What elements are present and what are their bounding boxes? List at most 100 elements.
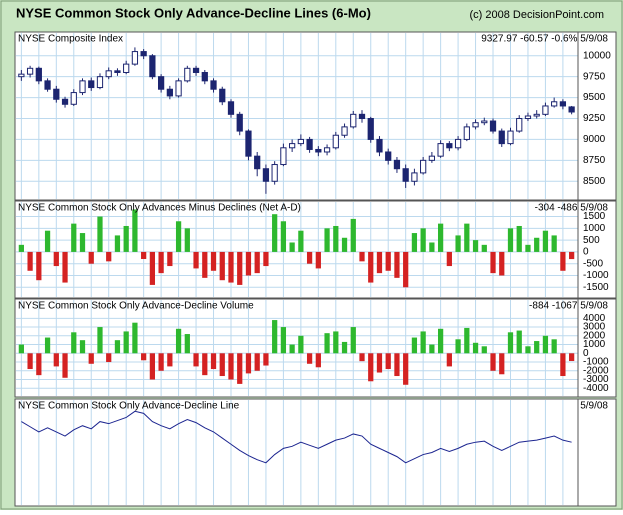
bar <box>525 346 531 354</box>
bar <box>455 339 461 354</box>
y-tick-label: 1000 <box>583 223 606 234</box>
bar <box>280 327 287 354</box>
candle-body <box>507 130 514 145</box>
bar <box>534 341 540 354</box>
readout: -884 -1067 5/9/08 <box>529 301 608 312</box>
y-tick-label: 1000 <box>583 339 606 350</box>
y-tick-label: 10000 <box>583 50 611 61</box>
y-tick-label: -1000 <box>583 270 609 281</box>
y-tick-label: 500 <box>583 235 600 246</box>
readout: 9327.97 -60.57 -0.6% 5/9/08 <box>481 34 608 45</box>
y-tick-label: -1500 <box>583 282 609 293</box>
candle-body <box>262 168 270 182</box>
candle-body <box>289 143 296 149</box>
candle-body <box>489 120 497 132</box>
bar <box>350 327 356 354</box>
candle-body <box>157 76 165 90</box>
bar <box>18 244 24 252</box>
candle-body <box>542 105 549 115</box>
bar <box>123 225 129 252</box>
bar <box>132 209 138 252</box>
bar <box>272 320 278 354</box>
bar <box>202 353 208 376</box>
candle-body <box>79 80 86 94</box>
candle-body <box>297 138 304 145</box>
panel-title: NYSE Common Stock Only Advance-Decline L… <box>18 401 240 412</box>
candle-body <box>175 80 182 97</box>
bar <box>420 228 426 252</box>
y-tick-label: -500 <box>583 258 603 269</box>
bar <box>123 331 129 354</box>
candle-body <box>245 130 252 157</box>
candle-body <box>70 92 77 105</box>
candle-body <box>385 151 392 161</box>
bar <box>280 221 287 252</box>
candle-body <box>367 118 374 140</box>
bar <box>315 353 321 368</box>
bar <box>490 251 496 274</box>
y-tick-label: 2000 <box>583 330 606 341</box>
bar <box>376 251 383 274</box>
candle-body <box>428 155 436 161</box>
source: (c) 2008 DecisionPoint.com <box>469 9 604 21</box>
candle-body <box>516 118 523 132</box>
candle-body <box>393 159 401 170</box>
candle-body <box>26 67 34 75</box>
candle-body <box>184 67 191 82</box>
bar <box>36 353 42 376</box>
bar <box>446 353 452 367</box>
candle-body <box>53 88 60 100</box>
bar <box>106 353 112 363</box>
bar <box>97 216 103 252</box>
candle-body <box>123 63 130 73</box>
bar <box>132 322 138 354</box>
bar <box>551 235 557 252</box>
bar <box>88 251 94 264</box>
bar <box>71 223 77 252</box>
candle-body <box>210 80 217 90</box>
bar <box>315 251 321 269</box>
bar <box>542 230 549 252</box>
bar <box>481 244 487 252</box>
y-tick-label: -1000 <box>583 357 609 368</box>
bar <box>44 337 51 354</box>
bar <box>114 340 121 354</box>
candle-body <box>524 115 532 120</box>
candle-body <box>114 70 121 73</box>
candle-body <box>420 159 427 174</box>
bar <box>403 353 409 385</box>
candle-body <box>131 51 139 65</box>
y-tick-label: 9500 <box>583 92 606 103</box>
candle-body <box>271 164 278 182</box>
candle-body <box>88 80 95 89</box>
bar <box>306 251 313 264</box>
bar <box>464 223 470 252</box>
bar <box>44 230 51 252</box>
candle-body <box>35 67 42 82</box>
bar <box>490 353 496 371</box>
bar <box>403 251 409 288</box>
bar <box>62 251 68 283</box>
bar <box>411 233 418 252</box>
bar <box>359 251 365 262</box>
bar <box>88 353 94 364</box>
candle-body <box>498 130 505 145</box>
y-tick-label: 9250 <box>583 113 606 124</box>
bar <box>551 339 557 354</box>
panel <box>14 31 617 201</box>
candle-body <box>192 67 200 73</box>
chart-title: NYSE Common Stock Only Advance-Decline L… <box>16 5 371 20</box>
bar <box>569 353 575 362</box>
bar <box>542 335 549 354</box>
bar <box>167 251 173 267</box>
candle-body <box>236 113 243 132</box>
candle-body <box>402 168 409 182</box>
bar <box>481 346 487 354</box>
bar <box>158 353 164 371</box>
candle-body <box>105 70 112 78</box>
bar <box>158 251 164 274</box>
panel-title: NYSE Common Stock Only Advances Minus De… <box>18 203 301 214</box>
panel-title: NYSE Composite Index <box>18 34 123 45</box>
